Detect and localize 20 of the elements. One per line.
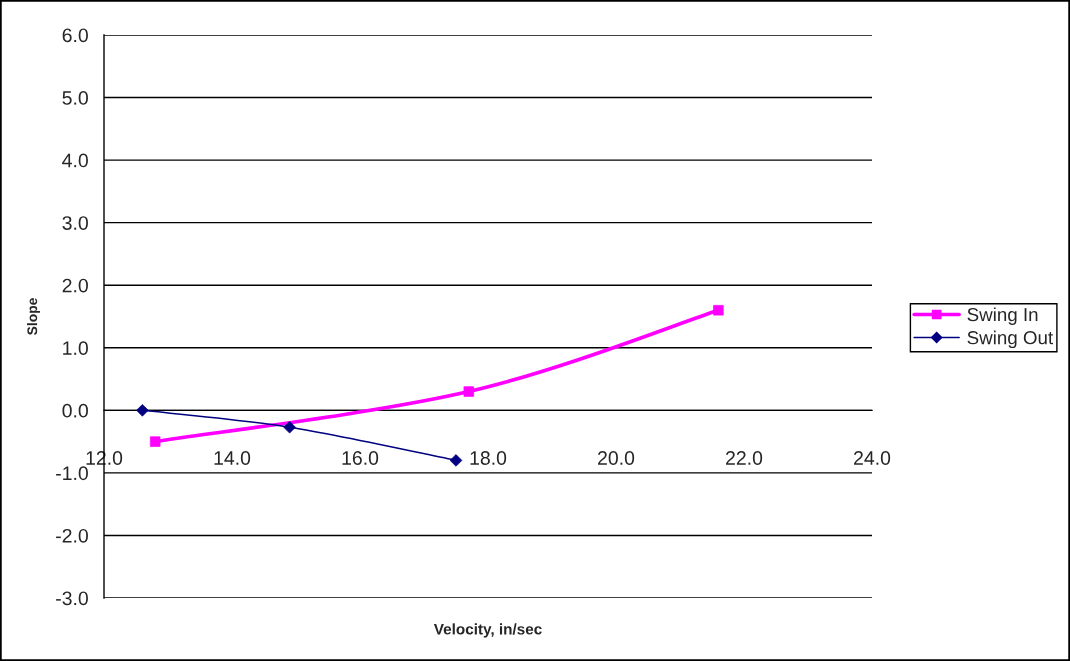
- x-tick-label: 22.0: [726, 451, 763, 465]
- x-tick-label: 20.0: [598, 451, 635, 465]
- y-tick-label: 0.0: [62, 403, 88, 418]
- x-tick-label: 18.0: [470, 451, 507, 465]
- x-axis-title: Velocity, in/sec: [433, 623, 542, 638]
- y-tick-label: -2.0: [56, 528, 88, 543]
- legend-label: Swing In: [967, 307, 1038, 325]
- x-tick-label: 16.0: [342, 451, 379, 465]
- legend-label: Swing Out: [967, 330, 1054, 349]
- x-tick-label: 14.0: [214, 451, 251, 465]
- y-tick-label: 4.0: [62, 153, 88, 168]
- y-tick-label: 5.0: [62, 91, 88, 105]
- y-axis-title: Slope: [27, 298, 40, 336]
- y-tick-label: -3.0: [56, 591, 88, 606]
- y-tick-label: -1.0: [56, 466, 88, 481]
- x-tick-label: 24.0: [854, 451, 891, 465]
- y-tick-label: 3.0: [62, 216, 88, 230]
- y-tick-label: 6.0: [62, 28, 88, 43]
- y-tick-label: 2.0: [62, 278, 88, 293]
- y-tick-label: 1.0: [63, 341, 88, 356]
